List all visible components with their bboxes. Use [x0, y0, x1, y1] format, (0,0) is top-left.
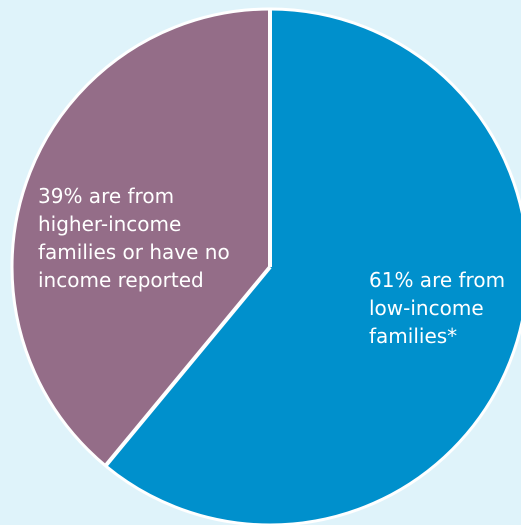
slice-label-line: low-income	[369, 296, 484, 320]
slice-divider	[104, 265, 272, 468]
pie-slice-low-income	[105, 9, 521, 525]
slice-label-line: higher-income	[38, 212, 182, 236]
pie-slice-higher-income	[11, 9, 270, 466]
slice-label-line: families or have no	[38, 240, 230, 264]
slice-label-line: 61% are from	[369, 268, 506, 292]
pie-outline	[10, 7, 521, 525]
slice-label-higher-income: 39% are from higher-income families or h…	[38, 182, 230, 294]
slice-label-line: 39% are from	[38, 184, 175, 208]
slice-label-line: families*	[369, 324, 458, 348]
slice-label-low-income: 61% are from low-income families*	[369, 266, 505, 350]
slice-label-line: income reported	[38, 268, 204, 292]
